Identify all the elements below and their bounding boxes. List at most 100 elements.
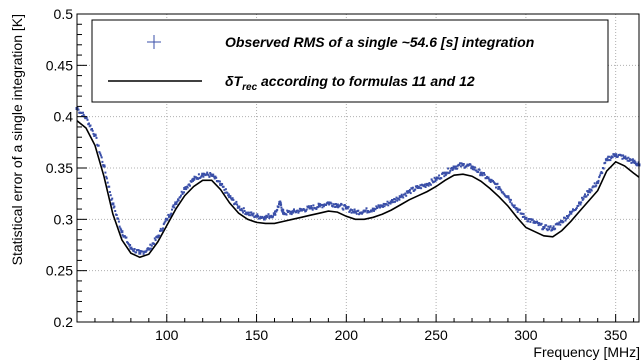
data-point xyxy=(179,196,182,199)
data-point xyxy=(432,180,435,183)
data-point xyxy=(239,209,242,212)
data-point xyxy=(501,191,504,194)
data-point xyxy=(263,218,266,221)
data-point xyxy=(382,205,384,208)
data-point xyxy=(563,216,566,219)
data-point xyxy=(232,198,235,201)
data-point xyxy=(440,177,443,180)
data-point xyxy=(583,195,586,198)
data-point xyxy=(350,211,353,214)
data-point xyxy=(177,199,180,202)
data-point xyxy=(604,161,607,164)
data-point xyxy=(180,194,182,197)
data-point xyxy=(572,208,574,211)
data-point xyxy=(428,182,431,184)
data-point xyxy=(262,216,265,219)
data-point xyxy=(606,157,609,160)
data-point xyxy=(317,202,320,205)
data-point xyxy=(516,211,519,213)
data-point xyxy=(167,213,170,216)
data-point xyxy=(280,203,283,206)
data-point xyxy=(256,213,259,216)
data-point xyxy=(483,172,485,174)
data-point xyxy=(188,183,191,186)
data-point xyxy=(420,187,423,190)
data-point xyxy=(242,211,245,214)
data-point xyxy=(247,211,250,214)
data-point xyxy=(547,225,550,228)
data-point xyxy=(383,205,386,208)
data-point xyxy=(418,186,421,189)
data-point xyxy=(211,175,214,177)
data-point xyxy=(229,195,232,198)
data-point xyxy=(183,187,187,190)
data-point xyxy=(509,200,512,203)
data-point xyxy=(543,225,546,228)
data-point xyxy=(510,202,513,205)
data-point xyxy=(474,166,476,169)
data-point xyxy=(190,180,193,183)
data-point xyxy=(602,167,605,170)
y-tick-label: 0.35 xyxy=(46,160,73,176)
data-point xyxy=(634,161,637,164)
data-point xyxy=(379,206,381,209)
data-point xyxy=(280,206,283,209)
data-point xyxy=(465,164,468,167)
data-point xyxy=(597,179,600,182)
data-point xyxy=(230,197,233,200)
data-point xyxy=(290,213,293,216)
data-point xyxy=(462,163,465,165)
data-point xyxy=(110,198,113,201)
data-point xyxy=(369,210,372,213)
data-point xyxy=(310,207,313,209)
data-point xyxy=(590,189,593,192)
data-point xyxy=(633,159,636,162)
data-point xyxy=(267,213,270,216)
data-point xyxy=(118,225,121,228)
y-tick-label: 0.4 xyxy=(54,109,74,125)
data-point xyxy=(109,194,112,197)
data-point xyxy=(183,191,185,194)
data-point xyxy=(276,208,279,211)
legend-label-observed: Observed RMS of a single ~54.6 [s] integ… xyxy=(225,34,534,50)
data-point xyxy=(320,204,323,206)
data-point xyxy=(609,159,612,162)
data-point xyxy=(101,160,104,163)
data-point xyxy=(172,204,175,207)
data-point xyxy=(252,212,255,215)
data-point xyxy=(423,183,426,186)
data-point xyxy=(120,228,123,231)
data-point xyxy=(444,174,447,177)
data-point xyxy=(129,244,132,246)
data-point xyxy=(131,248,134,251)
data-point xyxy=(297,211,300,214)
data-point xyxy=(478,168,481,171)
data-point xyxy=(330,202,333,205)
data-point xyxy=(221,183,224,185)
data-point xyxy=(365,207,368,210)
data-point xyxy=(595,184,598,187)
data-point xyxy=(340,203,343,206)
data-point xyxy=(103,165,106,168)
data-point xyxy=(536,220,539,223)
data-point xyxy=(265,214,268,217)
data-point xyxy=(317,204,321,208)
data-point xyxy=(348,210,351,213)
data-point xyxy=(291,210,294,214)
data-point xyxy=(453,165,456,168)
data-point xyxy=(496,182,499,185)
data-point xyxy=(91,129,94,132)
data-point xyxy=(135,251,138,254)
data-point xyxy=(251,213,254,216)
data-point xyxy=(111,202,115,206)
data-point xyxy=(213,177,216,180)
legend-label-model-suffix: according to formulas 11 and 12 xyxy=(257,73,475,89)
data-point xyxy=(579,203,582,206)
data-point xyxy=(431,179,434,182)
data-point xyxy=(495,186,497,189)
data-point xyxy=(175,203,178,205)
data-point xyxy=(430,178,433,181)
data-point xyxy=(279,202,282,205)
legend-label-model-sub: rec xyxy=(242,82,257,93)
data-point xyxy=(610,157,613,159)
